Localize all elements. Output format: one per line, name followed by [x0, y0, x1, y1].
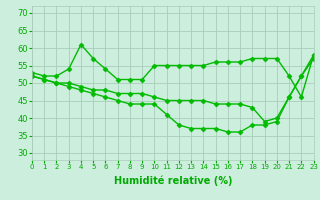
X-axis label: Humidité relative (%): Humidité relative (%)	[114, 176, 232, 186]
